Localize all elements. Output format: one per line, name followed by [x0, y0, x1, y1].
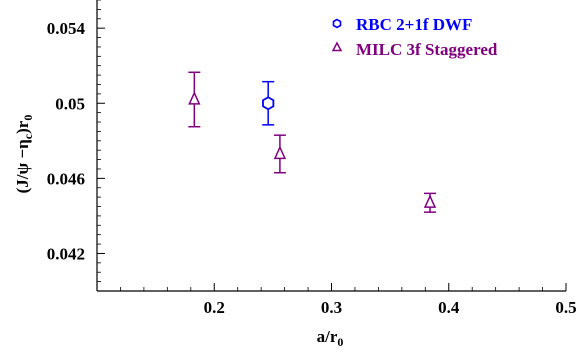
triangle-marker — [423, 194, 437, 208]
data-point-milc — [273, 134, 287, 174]
legend-label-rbc: RBC 2+1f DWF — [356, 15, 472, 34]
data-points — [188, 71, 437, 213]
y-tick-label: 0.042 — [47, 244, 85, 263]
legend-marker-hexagon — [332, 18, 342, 29]
tick-marks: 0.2 0.3 0.4 0.5 0.042 0.046 0.05 0.054 — [47, 0, 577, 317]
y-tick-label: 0.054 — [47, 19, 86, 38]
data-point-milc — [188, 71, 201, 128]
x-axis-label: a/r0 — [317, 327, 344, 349]
triangle-marker — [273, 145, 287, 160]
data-point-rbc — [262, 80, 275, 126]
x-tick-label: 0.5 — [555, 298, 576, 317]
y-tick-label: 0.046 — [47, 169, 85, 188]
legend: RBC 2+1f DWF MILC 3f Staggered — [331, 15, 498, 59]
y-axis-label: (J/ψ −ηc)r0 — [13, 115, 35, 194]
data-point-milc — [423, 192, 437, 213]
triangle-marker — [188, 91, 201, 105]
legend-item-milc: MILC 3f Staggered — [331, 40, 498, 59]
x-tick-label: 0.3 — [321, 298, 342, 317]
y-tick-label: 0.05 — [55, 94, 85, 113]
x-tick-label: 0.2 — [204, 298, 225, 317]
x-tick-label: 0.4 — [438, 298, 460, 317]
legend-label-milc: MILC 3f Staggered — [356, 40, 498, 59]
legend-marker-triangle — [331, 41, 343, 52]
legend-item-rbc: RBC 2+1f DWF — [332, 15, 472, 34]
hexagon-marker — [262, 96, 275, 111]
